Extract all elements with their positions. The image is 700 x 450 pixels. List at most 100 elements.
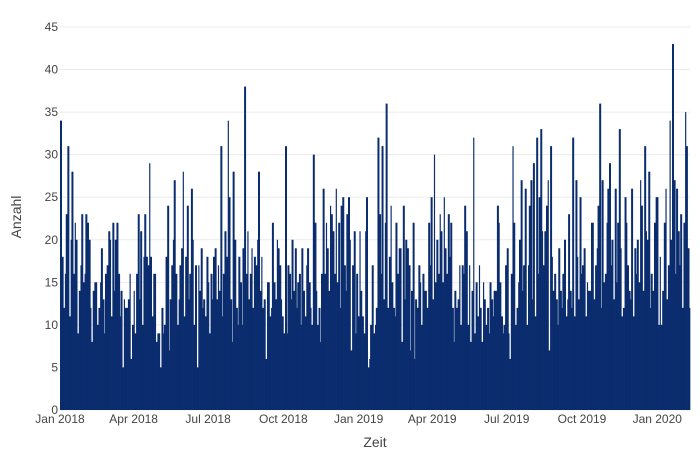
bar bbox=[244, 86, 246, 410]
bar bbox=[588, 290, 590, 410]
bar bbox=[60, 120, 62, 411]
bar bbox=[470, 341, 472, 410]
bar bbox=[264, 299, 266, 410]
bar bbox=[626, 222, 628, 410]
bar bbox=[342, 197, 344, 410]
bar bbox=[647, 239, 649, 410]
bar bbox=[390, 205, 392, 410]
bar bbox=[402, 205, 404, 410]
bar bbox=[80, 265, 82, 410]
bar bbox=[188, 299, 190, 410]
bar bbox=[509, 358, 511, 410]
bar bbox=[156, 341, 158, 410]
bar bbox=[497, 205, 499, 410]
bar bbox=[572, 137, 574, 410]
bar bbox=[459, 265, 461, 410]
bar bbox=[228, 197, 230, 410]
bar bbox=[597, 205, 599, 410]
bar bbox=[487, 307, 490, 410]
bar bbox=[508, 333, 510, 410]
bar bbox=[541, 129, 543, 410]
bar bbox=[99, 307, 101, 410]
bar bbox=[555, 273, 557, 410]
bar bbox=[109, 239, 112, 410]
bar bbox=[502, 333, 504, 410]
bar bbox=[234, 239, 236, 410]
bar bbox=[530, 180, 532, 410]
bar bbox=[145, 256, 148, 410]
bar bbox=[350, 350, 352, 410]
bar bbox=[361, 316, 364, 410]
bar bbox=[204, 299, 206, 410]
bar bbox=[319, 307, 321, 410]
x-tick-label: Oct 2018 bbox=[259, 412, 308, 426]
bar bbox=[579, 197, 581, 410]
bar bbox=[141, 324, 143, 410]
bar bbox=[510, 358, 512, 410]
bar bbox=[519, 239, 521, 410]
bar bbox=[471, 290, 473, 410]
bar bbox=[685, 112, 687, 411]
bar bbox=[142, 324, 144, 410]
bar bbox=[68, 146, 70, 410]
bar bbox=[190, 188, 193, 410]
bar bbox=[364, 333, 366, 410]
bar bbox=[538, 197, 540, 410]
bar bbox=[273, 282, 275, 410]
bar bbox=[347, 214, 349, 410]
bar bbox=[162, 307, 164, 410]
bar bbox=[368, 367, 370, 410]
bar bbox=[415, 299, 417, 410]
bar bbox=[454, 290, 456, 410]
bar bbox=[685, 146, 688, 410]
bar bbox=[198, 265, 200, 410]
bar bbox=[79, 290, 81, 410]
bar bbox=[627, 265, 629, 410]
bar bbox=[410, 350, 412, 410]
bar bbox=[654, 222, 656, 410]
bar bbox=[672, 44, 674, 411]
bar bbox=[317, 324, 319, 410]
bar bbox=[183, 316, 185, 410]
bar bbox=[408, 265, 410, 410]
bar bbox=[595, 265, 598, 410]
bar bbox=[495, 290, 497, 410]
bar bbox=[352, 265, 355, 410]
bar bbox=[218, 290, 220, 410]
bar bbox=[303, 290, 305, 410]
bar bbox=[272, 222, 274, 410]
bar bbox=[638, 282, 640, 410]
bar bbox=[600, 307, 602, 410]
bar bbox=[362, 316, 364, 410]
bar bbox=[182, 171, 184, 410]
bar bbox=[150, 256, 152, 410]
bar bbox=[154, 273, 156, 410]
bar bbox=[666, 299, 668, 410]
bar bbox=[171, 265, 173, 410]
bar bbox=[532, 299, 534, 410]
bar bbox=[320, 341, 322, 410]
bar bbox=[437, 239, 439, 410]
bar bbox=[622, 307, 625, 410]
bar bbox=[248, 299, 250, 410]
bar bbox=[452, 307, 454, 410]
bar bbox=[449, 256, 451, 410]
bar bbox=[268, 282, 270, 410]
bar bbox=[621, 316, 623, 410]
bar bbox=[686, 146, 688, 410]
bar bbox=[456, 307, 458, 410]
bar bbox=[659, 256, 661, 410]
x-tick-label: Apr 2018 bbox=[109, 412, 158, 426]
bar bbox=[293, 290, 295, 410]
bar bbox=[516, 307, 518, 410]
bar bbox=[118, 273, 120, 410]
bar bbox=[438, 273, 440, 410]
bar bbox=[256, 265, 258, 410]
bar bbox=[653, 290, 655, 410]
y-tick-label: 40 bbox=[45, 63, 59, 77]
bar bbox=[280, 265, 282, 410]
bar bbox=[238, 256, 240, 410]
bar bbox=[282, 316, 284, 410]
bar bbox=[534, 316, 536, 410]
bar bbox=[313, 154, 315, 410]
